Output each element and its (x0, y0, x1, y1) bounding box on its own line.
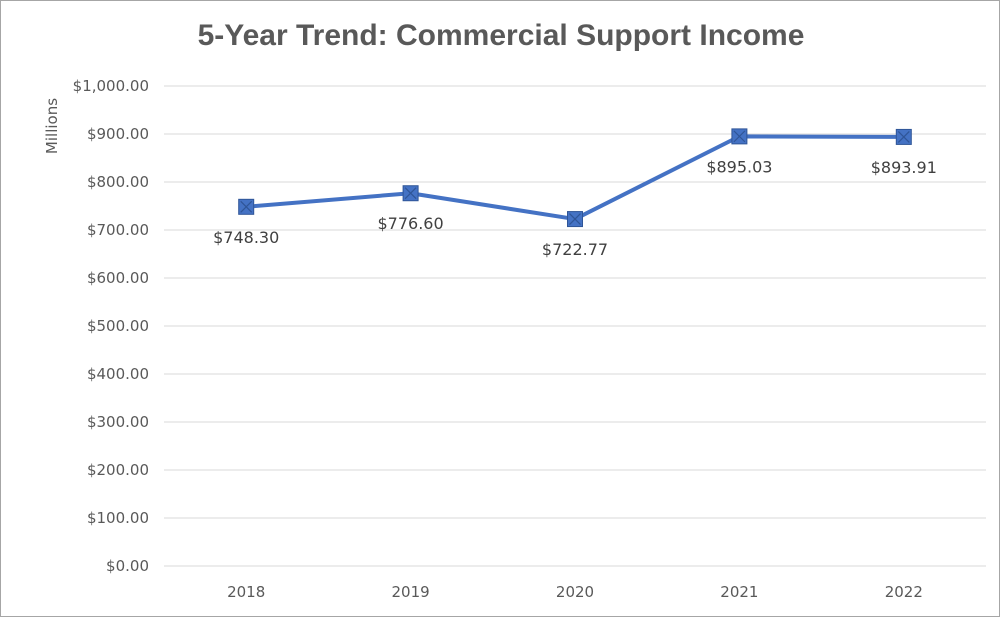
y-tick-label: $800.00 (87, 173, 149, 191)
data-point-marker (238, 198, 255, 215)
data-point-marker (895, 128, 912, 145)
y-tick-label: $100.00 (87, 509, 149, 527)
y-axis-title: Millions (43, 98, 61, 154)
series-line-path (244, 134, 906, 222)
data-point-marker (567, 211, 583, 228)
data-label: $776.60 (378, 214, 444, 233)
y-tick-label: $300.00 (87, 413, 149, 431)
data-point-marker (731, 128, 748, 145)
chart-title: 5-Year Trend: Commercial Support Income (197, 19, 805, 52)
gridlines (164, 85, 986, 567)
x-tick-label: 2020 (556, 583, 594, 601)
x-tick-label: 2019 (392, 583, 430, 601)
y-tick-label: $900.00 (87, 125, 149, 143)
data-labels: $748.30 $776.60 $722.77 $895.03 $893.91 (213, 157, 937, 259)
data-label: $893.91 (871, 158, 937, 177)
y-axis-ticks: $0.00 $100.00 $200.00 $300.00 $400.00 $500.00… (73, 77, 149, 575)
x-tick-label: 2018 (227, 583, 265, 601)
y-tick-label: $600.00 (87, 269, 149, 287)
y-tick-label: $400.00 (87, 365, 149, 383)
data-point-marker (402, 185, 419, 202)
y-tick-label: $1,000.00 (73, 77, 149, 95)
y-tick-label: $500.00 (87, 317, 149, 335)
x-tick-label: 2022 (885, 583, 923, 601)
data-label: $748.30 (213, 228, 279, 247)
x-tick-label: 2021 (720, 583, 758, 601)
y-tick-label: $700.00 (87, 221, 149, 239)
series-markers (238, 128, 912, 228)
data-label: $722.77 (542, 240, 608, 259)
y-tick-label: $0.00 (106, 557, 149, 575)
data-label: $895.03 (706, 157, 772, 176)
series-line (244, 134, 906, 222)
y-tick-label: $200.00 (87, 461, 149, 479)
x-axis-ticks: 2018 2019 2020 2021 2022 (227, 583, 923, 601)
